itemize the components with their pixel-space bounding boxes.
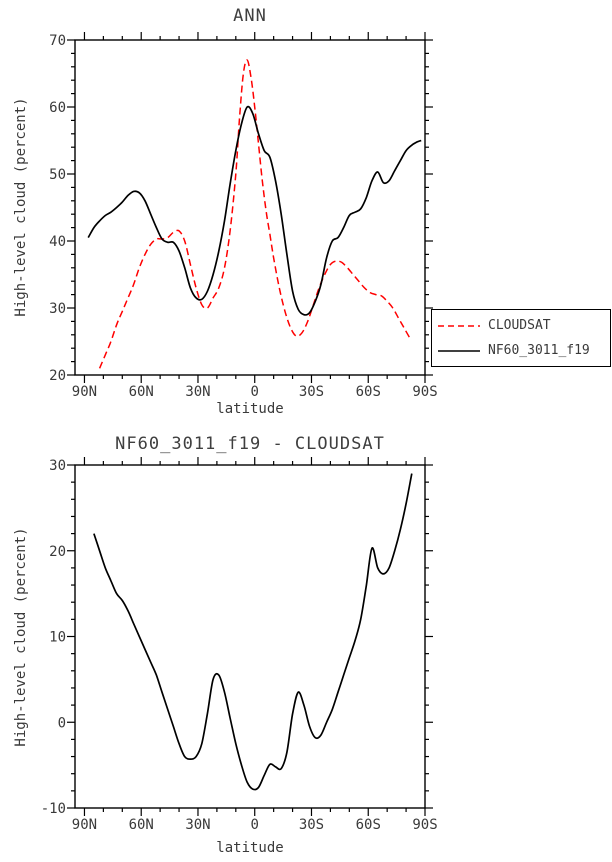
x-tick-label: 90N bbox=[72, 817, 97, 833]
x-tick-label: 30S bbox=[299, 384, 324, 400]
chart-title-ann: ANN bbox=[233, 6, 267, 26]
legend-item-cloudsat: CLOUDSAT bbox=[432, 318, 610, 333]
solid-line-sample-icon bbox=[438, 349, 480, 352]
series-line-nf60-3011-f19 bbox=[87, 105, 422, 316]
x-tick-label: 60N bbox=[129, 384, 154, 400]
legend-label-cloudsat: CLOUDSAT bbox=[488, 318, 551, 333]
ann-chart: 90N 60N 30N 0 30S 60S 90S 20 30 40 50 60 70 ANN High… bbox=[0, 0, 612, 430]
x-tick-label: 90S bbox=[412, 384, 437, 400]
x-tick-label: 90N bbox=[72, 384, 97, 400]
legend-label-nf60-3011-f19: NF60_3011_f19 bbox=[488, 343, 590, 358]
x-tick-label: 30S bbox=[299, 817, 324, 833]
y-axis-label-top: High-level cloud (percent) bbox=[13, 97, 29, 317]
x-tick-label: 0 bbox=[251, 384, 259, 400]
y-tick-label: 20 bbox=[49, 544, 66, 560]
x-tick-label: 0 bbox=[251, 817, 259, 833]
x-tick-label: 60S bbox=[356, 817, 381, 833]
x-axis-label-top: latitude bbox=[216, 401, 284, 417]
series-line-nf60-3011-f19-cloudsat bbox=[93, 473, 413, 791]
legend: CLOUDSAT NF60_3011_f19 bbox=[431, 309, 611, 367]
x-axis-label-bottom: latitude bbox=[216, 840, 284, 856]
plot-frame bbox=[74, 39, 426, 376]
y-tick-label: 40 bbox=[49, 234, 66, 250]
y-tick-label: 70 bbox=[49, 33, 66, 49]
x-tick-label: 30N bbox=[185, 817, 210, 833]
ann-plot-svg: 90N 60N 30N 0 30S 60S 90S 20 30 40 50 60 70 bbox=[49, 32, 438, 400]
difference-plot-svg: 90N 60N 30N 0 30S 60S 90S -10 0 10 20 30 bbox=[41, 457, 438, 833]
plot-frame bbox=[74, 464, 426, 809]
series-line-cloudsat bbox=[98, 59, 411, 369]
y-tick-label: 10 bbox=[49, 630, 66, 646]
y-tick-label: 30 bbox=[49, 458, 66, 474]
legend-item-nf60-3011-f19: NF60_3011_f19 bbox=[432, 343, 610, 358]
chart-title-difference: NF60_3011_f19 - CLOUDSAT bbox=[115, 434, 385, 454]
x-tick-label: 30N bbox=[185, 384, 210, 400]
y-tick-label: 20 bbox=[49, 368, 66, 384]
y-tick-label: -10 bbox=[41, 801, 66, 817]
difference-chart: 90N 60N 30N 0 30S 60S 90S -10 0 10 20 30 NF60_3011_… bbox=[0, 430, 612, 862]
x-tick-label: 60S bbox=[356, 384, 381, 400]
y-tick-label: 60 bbox=[49, 100, 66, 116]
dashed-line-sample-icon bbox=[438, 324, 480, 327]
x-tick-label: 60N bbox=[129, 817, 154, 833]
y-axis-label-bottom: High-level cloud (percent) bbox=[13, 527, 29, 747]
y-tick-label: 0 bbox=[58, 715, 66, 731]
x-tick-label: 90S bbox=[412, 817, 437, 833]
y-tick-label: 30 bbox=[49, 301, 66, 317]
y-tick-label: 50 bbox=[49, 167, 66, 183]
